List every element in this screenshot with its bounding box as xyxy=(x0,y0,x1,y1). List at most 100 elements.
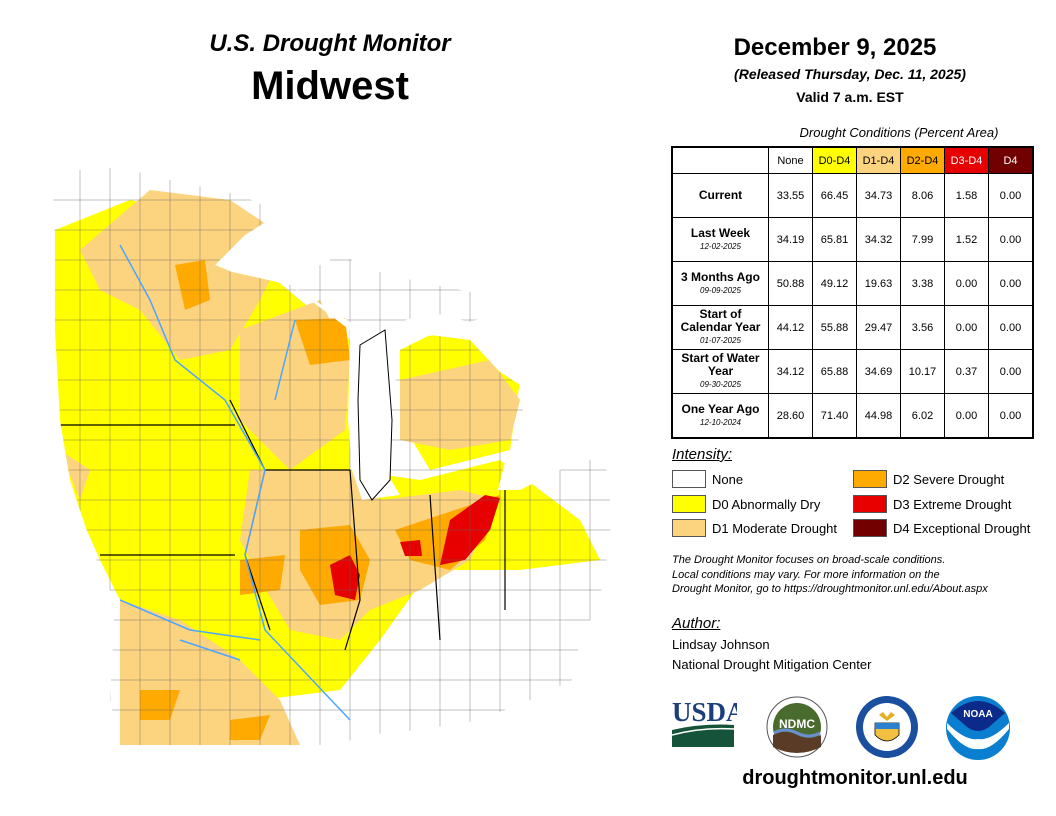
website-link[interactable]: droughtmonitor.unl.edu xyxy=(742,767,968,789)
table-cell: 0.00 xyxy=(944,261,989,306)
table-cell: 28.60 xyxy=(768,393,813,439)
svg-text:NDMC: NDMC xyxy=(779,717,815,731)
row-label: 3 Months Ago 09-09-2025 xyxy=(671,261,769,306)
table-caption: Drought Conditions (Percent Area) xyxy=(799,125,999,140)
row-label-text: One Year Ago xyxy=(681,401,760,416)
table-cell: 1.58 xyxy=(944,173,989,218)
table-cell: 65.88 xyxy=(812,349,857,394)
col-d4: D4 xyxy=(988,146,1034,174)
row-label: Start of Calendar Year 01-07-2025 xyxy=(671,305,769,350)
rivers xyxy=(119,244,351,721)
legend-swatch xyxy=(672,519,706,537)
table-cell: 29.47 xyxy=(856,305,901,350)
table-row: Current 33.55 66.45 34.73 8.06 1.58 0.00 xyxy=(671,173,1034,218)
disclaimer-note: The Drought Monitor focuses on broad-sca… xyxy=(672,554,988,595)
legend-title: Intensity: xyxy=(672,446,733,463)
noaa-logo: NOAA xyxy=(946,696,1010,760)
d3-area xyxy=(330,495,500,600)
table-cell: 0.00 xyxy=(988,305,1034,350)
table-cell: 0.00 xyxy=(944,305,989,350)
lake-michigan xyxy=(357,329,393,501)
drought-conditions-table: None D0-D4 D1-D4 D2-D4 D3-D4 D4 Current 3… xyxy=(671,146,1034,439)
legend-item-d1: D1 Moderate Drought xyxy=(672,519,837,537)
ndmc-logo: NDMC xyxy=(766,696,828,758)
table-cell: 50.88 xyxy=(768,261,813,306)
table-row: Start of Calendar Year 01-07-2025 44.12 55.… xyxy=(671,305,1034,350)
table-cell: 0.00 xyxy=(944,393,989,439)
row-date: 12-02-2025 xyxy=(700,241,741,251)
table-cell: 34.12 xyxy=(768,349,813,394)
table-cell: 8.06 xyxy=(900,173,945,218)
table-cell: 3.56 xyxy=(900,305,945,350)
author-org: National Drought Mitigation Center xyxy=(672,657,872,672)
col-d0-d4: D0-D4 xyxy=(812,146,857,174)
row-label-text: Last Week xyxy=(690,225,751,240)
svg-text:USDA: USDA xyxy=(672,697,737,727)
table-cell: 7.99 xyxy=(900,217,945,262)
table-cell: 0.00 xyxy=(988,261,1034,306)
map-date: December 9, 2025 xyxy=(733,34,937,61)
row-label: Last Week 12-02-2025 xyxy=(671,217,769,262)
table-cell: 55.88 xyxy=(812,305,857,350)
table-cell: 19.63 xyxy=(856,261,901,306)
table-row: Last Week 12-02-2025 34.19 65.81 34.32 7.99 1.… xyxy=(671,217,1034,262)
table-cell: 44.12 xyxy=(768,305,813,350)
row-date: 12-10-2024 xyxy=(700,417,741,427)
svg-text:NOAA: NOAA xyxy=(963,709,992,720)
table-cell: 1.52 xyxy=(944,217,989,262)
legend-swatch xyxy=(853,519,887,537)
table-cell: 34.73 xyxy=(856,173,901,218)
commerce-seal-logo xyxy=(856,696,918,758)
col-none: None xyxy=(768,146,813,174)
table-cell: 34.32 xyxy=(856,217,901,262)
row-label: Start of Water Year 09-30-2025 xyxy=(671,349,769,394)
legend-item-d3: D3 Extreme Drought xyxy=(853,495,1012,513)
table-cell: 0.00 xyxy=(988,217,1034,262)
col-d3-d4: D3-D4 xyxy=(944,146,989,174)
table-cell: 10.17 xyxy=(900,349,945,394)
legend-swatch xyxy=(672,470,706,488)
table-row: 3 Months Ago 09-09-2025 50.88 49.12 19.63 3.3… xyxy=(671,261,1034,306)
table-cell: 33.55 xyxy=(768,173,813,218)
legend-item-d0: D0 Abnormally Dry xyxy=(672,495,820,513)
table-cell: 0.00 xyxy=(988,173,1034,218)
table-cell: 0.37 xyxy=(944,349,989,394)
usda-logo: USDA xyxy=(672,697,737,747)
legend-swatch xyxy=(853,495,887,513)
row-label-text: 3 Months Ago xyxy=(681,269,760,284)
col-d2-d4: D2-D4 xyxy=(900,146,945,174)
row-label: Current xyxy=(671,173,769,218)
legend-swatch xyxy=(853,470,887,488)
table-cell: 34.19 xyxy=(768,217,813,262)
row-label-text: Start of Calendar Year xyxy=(680,307,761,334)
table-row: Start of Water Year 09-30-2025 34.12 65.88 3… xyxy=(671,349,1034,394)
map-subtitle: U.S. Drought Monitor xyxy=(209,30,451,57)
table-cell: 71.40 xyxy=(812,393,857,439)
table-cell: 3.38 xyxy=(900,261,945,306)
table-cell: 0.00 xyxy=(988,393,1034,439)
row-label-text: Start of Water Year xyxy=(681,351,760,378)
table-cell: 34.69 xyxy=(856,349,901,394)
table-row: One Year Ago 12-10-2024 28.60 71.40 44.98 6.0… xyxy=(671,393,1034,439)
table-cell: 66.45 xyxy=(812,173,857,218)
table-cell: 65.81 xyxy=(812,217,857,262)
row-label: One Year Ago 12-10-2024 xyxy=(671,393,769,439)
legend-item-d2: D2 Severe Drought xyxy=(853,470,1004,488)
row-date: 09-09-2025 xyxy=(700,285,741,295)
legend-swatch xyxy=(672,495,706,513)
legend-item-none: None xyxy=(672,470,743,488)
table-cell: 6.02 xyxy=(900,393,945,439)
table-cell: 0.00 xyxy=(988,349,1034,394)
col-d1-d4: D1-D4 xyxy=(856,146,901,174)
legend-item-d4: D4 Exceptional Drought xyxy=(853,519,1030,537)
drought-map xyxy=(52,158,612,745)
author-label: Author: xyxy=(672,615,721,632)
row-date: 09-30-2025 xyxy=(700,380,741,389)
release-date: (Released Thursday, Dec. 11, 2025) xyxy=(734,66,966,82)
row-label-text: Current xyxy=(698,188,743,202)
row-date: 01-07-2025 xyxy=(700,336,741,345)
table-cell: 49.12 xyxy=(812,261,857,306)
region-title: Midwest xyxy=(251,64,409,108)
author-name: Lindsay Johnson xyxy=(672,637,770,652)
table-cell: 44.98 xyxy=(856,393,901,439)
